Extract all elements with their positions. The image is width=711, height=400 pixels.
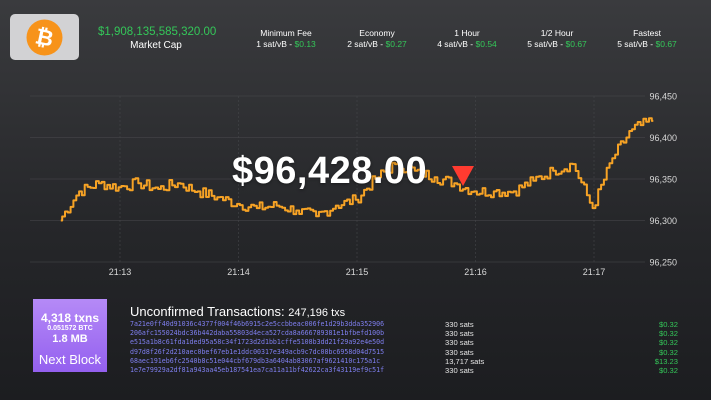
y-tick-label: 96,350 [649, 175, 677, 185]
next-block-txns: 4,318 txns [40, 311, 100, 325]
fee-rate: 2 sat/vB [347, 39, 378, 49]
tx-hash[interactable]: d97d8f26f2d210aec0bef67eb1e1ddc00317e349… [130, 347, 385, 356]
fee-usd: $0.54 [475, 39, 497, 49]
next-block-label: Next Block [38, 352, 102, 367]
svg-text:₿: ₿ [33, 24, 56, 52]
tx-fee: $0.32 [658, 320, 678, 329]
chart-y-ticks: 96,450 96,400 96,350 96,300 96,250 [649, 92, 677, 268]
x-tick-label: 21:16 [464, 267, 487, 277]
current-price: $96,428.00 [232, 150, 428, 192]
chart-x-ticks: 21:13 21:14 21:15 21:16 21:17 [109, 267, 606, 277]
fee-separator: - [286, 39, 295, 49]
transaction-row[interactable]: 68aec191eb6fc2540b8c51e044cbf679db3a6404… [130, 357, 680, 366]
fee-usd: $0.13 [294, 39, 316, 49]
fee-1-hour: 1 Hour 4 sat/vB - $0.54 [417, 28, 517, 50]
bitcoin-logo-tile: ₿ [10, 14, 79, 60]
tx-fee: $0.32 [658, 365, 678, 375]
fee-separator: - [557, 39, 566, 49]
price-line [60, 117, 654, 222]
fee-separator: - [467, 39, 476, 49]
tx-size: 330 sats [445, 329, 474, 339]
fee-rate: 4 sat/vB [437, 39, 468, 49]
y-tick-label: 96,400 [649, 133, 677, 143]
x-tick-label: 21:17 [583, 267, 606, 277]
transaction-row[interactable]: 7a21e0ff40d91036c4377f004f46b6915c2e5ccb… [130, 320, 680, 329]
fee-title: 1/2 Hour [540, 28, 574, 38]
fee-rate: 5 sat/vB [617, 39, 648, 49]
fee-rate: 5 sat/vB [527, 39, 558, 49]
fee-title: Economy [359, 28, 395, 38]
y-tick-label: 96,450 [649, 92, 677, 102]
tx-fee: $0.32 [658, 329, 678, 339]
fee-usd: $0.27 [385, 39, 407, 49]
fee-usd: $0.67 [565, 39, 587, 49]
x-tick-label: 21:13 [109, 267, 132, 277]
fee-separator: - [647, 39, 656, 49]
x-tick-label: 21:14 [227, 267, 250, 277]
fee-title: Minimum Fee [260, 28, 312, 38]
fee-title: Fastest [633, 28, 661, 38]
fee-fastest: Fastest 5 sat/vB - $0.67 [597, 28, 697, 50]
tx-fee: $13.23 [654, 356, 678, 366]
transaction-row[interactable]: 206afc155024bdc36b442daba55803d4eca527cd… [130, 329, 680, 338]
tx-size: 330 sats [445, 365, 474, 375]
x-tick-label: 21:15 [346, 267, 369, 277]
bitcoin-icon: ₿ [26, 19, 63, 56]
transaction-list: 7a21e0ff40d91036c4377f004f46b6915c2e5ccb… [130, 320, 680, 375]
tx-hash[interactable]: 7a21e0ff40d91036c4377f004f46b6915c2e5ccb… [130, 320, 385, 328]
fee-separator: - [377, 39, 386, 49]
y-tick-label: 96,300 [649, 216, 677, 226]
transaction-row[interactable]: e515a1b8c61fda1ded95a58c34f1723d2d1bb1cf… [130, 338, 680, 347]
tx-size: 330 sats [445, 347, 474, 357]
next-block-btc: 0.051572 BTC [47, 325, 93, 332]
tx-hash[interactable]: 206afc155024bdc36b442daba55803d4eca527cd… [130, 329, 385, 338]
market-cap: $1,908,135,585,320.00 Market Cap [98, 26, 217, 51]
fee-rate: 1 sat/vB [256, 39, 287, 49]
fee-minimum: Minimum Fee 1 sat/vB - $0.13 [236, 28, 336, 50]
next-block-size: 1.8 MB [52, 333, 88, 345]
fee-usd: $0.67 [655, 39, 677, 49]
tx-size: 13,717 sats [445, 356, 485, 366]
market-cap-label: Market Cap [130, 40, 182, 51]
transaction-row[interactable]: d97d8f26f2d210aec0bef67eb1e1ddc00317e349… [130, 348, 680, 357]
tx-hash[interactable]: e515a1b8c61fda1ded95a58c34f1723d2d1bb1cf… [130, 338, 385, 347]
fee-economy: Economy 2 sat/vB - $0.27 [327, 28, 427, 50]
fee-title: 1 Hour [454, 28, 480, 38]
unconfirmed-title-label: Unconfirmed Transactions: [130, 304, 285, 319]
fee-half-hour: 1/2 Hour 5 sat/vB - $0.67 [507, 28, 607, 50]
tx-size: 330 sats [445, 338, 474, 348]
tx-fee: $0.32 [658, 347, 678, 357]
market-cap-value: $1,908,135,585,320.00 [98, 26, 217, 38]
next-block-card[interactable]: 4,318 txns 0.051572 BTC 1.8 MB Next Bloc… [33, 299, 107, 372]
tx-hash[interactable]: 1e7e79929a2df81a943aa45eb187541ea7ca11a1… [130, 365, 385, 374]
price-down-arrow-icon [452, 166, 474, 186]
unconfirmed-count: 247,196 txs [288, 307, 346, 319]
transaction-row[interactable]: 1e7e79929a2df81a943aa45eb187541ea7ca11a1… [130, 366, 680, 375]
tx-size: 330 sats [445, 320, 474, 329]
tx-fee: $0.32 [658, 338, 678, 348]
y-tick-label: 96,250 [649, 258, 677, 268]
unconfirmed-title: Unconfirmed Transactions: 247,196 txs [130, 304, 345, 319]
tx-hash[interactable]: 68aec191eb6fc2540b8c51e044cbf679db3a6404… [130, 356, 381, 365]
